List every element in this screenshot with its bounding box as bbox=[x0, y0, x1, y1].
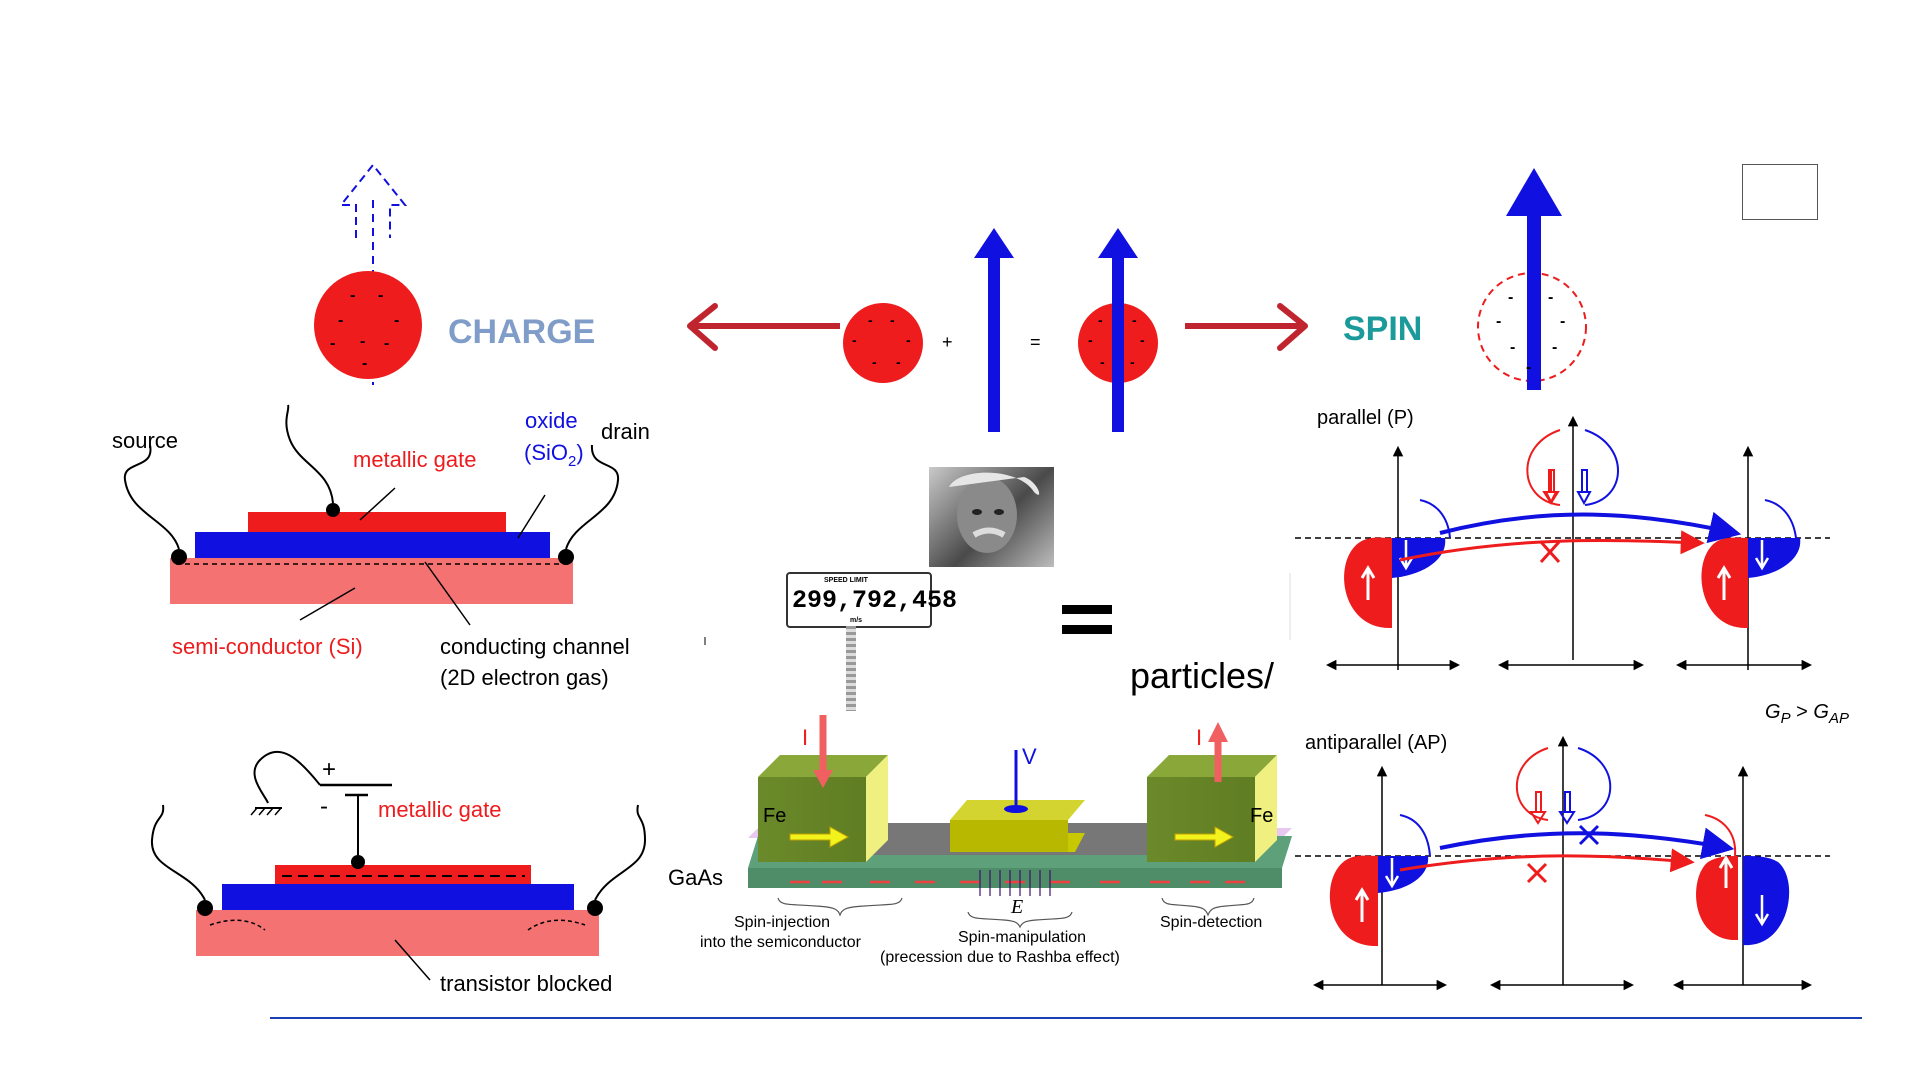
injection-label-1: Spin-injection bbox=[734, 914, 831, 931]
sign-pole bbox=[846, 626, 856, 711]
electron-small-left: - - - - - - bbox=[843, 303, 923, 383]
arrow-to-spin bbox=[1185, 303, 1308, 351]
svg-text:-: - bbox=[1100, 354, 1105, 370]
svg-text:-: - bbox=[350, 287, 355, 304]
speed-limit-sign: SPEED LIMIT 299,792,458 m/s bbox=[786, 572, 957, 628]
gmr-parallel bbox=[1295, 415, 1830, 671]
svg-text:-: - bbox=[362, 355, 367, 372]
battery-minus: - bbox=[320, 793, 328, 820]
svg-text:-: - bbox=[1510, 339, 1515, 356]
arrow-to-charge bbox=[687, 303, 840, 351]
speed-sign-value: 299,792,458 bbox=[792, 586, 958, 615]
conductance-relation: GP > GAP bbox=[1765, 701, 1849, 727]
svg-text:-: - bbox=[1140, 332, 1145, 348]
charge-electron: - - - - - - - - bbox=[314, 163, 422, 385]
svg-text:-: - bbox=[1552, 339, 1557, 356]
svg-text:-: - bbox=[360, 333, 365, 350]
current-in-label: I bbox=[802, 725, 809, 750]
parallel-label: parallel (P) bbox=[1317, 407, 1414, 429]
svg-text:-: - bbox=[868, 312, 873, 328]
gate-label-blocked: metallic gate bbox=[378, 797, 502, 822]
gaas-label: GaAs bbox=[668, 865, 724, 890]
svg-text:-: - bbox=[378, 287, 383, 304]
injection-label-2: into the semiconductor bbox=[700, 934, 861, 951]
semiconductor-label: semi-conductor (Si) bbox=[172, 634, 363, 659]
portrait-sketch bbox=[949, 472, 1040, 553]
voltage-label: V bbox=[1022, 744, 1037, 769]
oxide-formula: (SiO2) bbox=[524, 440, 584, 470]
svg-text:-: - bbox=[852, 332, 857, 348]
plus-sign: + bbox=[942, 332, 953, 352]
svg-text:-: - bbox=[1088, 332, 1093, 348]
field-label: E bbox=[1011, 896, 1024, 918]
source-label: source bbox=[112, 428, 179, 453]
channel-label-1: conducting channel bbox=[440, 634, 630, 659]
svg-text:-: - bbox=[872, 354, 877, 370]
blocked-label: transistor blocked bbox=[440, 971, 613, 996]
svg-text:-: - bbox=[1098, 312, 1103, 328]
svg-text:-: - bbox=[330, 335, 335, 352]
particles-text: particles/ bbox=[1130, 655, 1275, 696]
battery-plus: + bbox=[322, 756, 337, 783]
speed-sign-top: SPEED LIMIT bbox=[824, 577, 868, 584]
svg-text:-: - bbox=[394, 312, 399, 329]
spin-arrow-alone bbox=[974, 228, 1014, 432]
portrait-photo bbox=[929, 467, 1054, 567]
transistor-conducting bbox=[123, 404, 620, 626]
spin-electron: - - - - - - - bbox=[1477, 168, 1587, 390]
gmr-antiparallel bbox=[1295, 735, 1830, 991]
gate-label: metallic gate bbox=[353, 447, 477, 472]
spin-label: SPIN bbox=[1343, 310, 1423, 348]
svg-text:-: - bbox=[1548, 289, 1553, 306]
spin-fet bbox=[748, 715, 1292, 929]
svg-text:-: - bbox=[338, 312, 343, 329]
play-button[interactable] bbox=[1742, 164, 1818, 220]
manipulation-label-2: (precession due to Rashba effect) bbox=[880, 949, 1120, 966]
svg-text:-: - bbox=[1130, 354, 1135, 370]
electron-with-spin: - - - - - - bbox=[1078, 228, 1158, 432]
charge-label: CHARGE bbox=[448, 313, 596, 351]
equals-sign bbox=[1062, 605, 1112, 634]
manipulation-label-1: Spin-manipulation bbox=[958, 929, 1087, 946]
oxide-label: oxide bbox=[525, 408, 578, 433]
fe-left-label: Fe bbox=[763, 805, 787, 827]
svg-text:-: - bbox=[1508, 289, 1513, 306]
speed-sign-unit: m/s bbox=[850, 617, 863, 624]
svg-text:-: - bbox=[896, 354, 901, 370]
antiparallel-label: antiparallel (AP) bbox=[1305, 732, 1448, 754]
svg-text:-: - bbox=[906, 332, 911, 348]
svg-text:-: - bbox=[1132, 312, 1137, 328]
svg-text:-: - bbox=[1560, 313, 1565, 330]
svg-text:-: - bbox=[384, 335, 389, 352]
svg-text:-: - bbox=[890, 312, 895, 328]
transistor-blocked bbox=[150, 750, 647, 981]
current-out-label: I bbox=[1196, 725, 1203, 750]
fe-right-label: Fe bbox=[1250, 805, 1274, 827]
svg-text:-: - bbox=[1496, 313, 1501, 330]
channel-label-2: (2D electron gas) bbox=[440, 665, 609, 690]
equals-sign-small: = bbox=[1030, 332, 1041, 352]
svg-text:-: - bbox=[1526, 359, 1531, 376]
detection-label: Spin-detection bbox=[1160, 914, 1263, 931]
drain-label: drain bbox=[601, 419, 650, 444]
